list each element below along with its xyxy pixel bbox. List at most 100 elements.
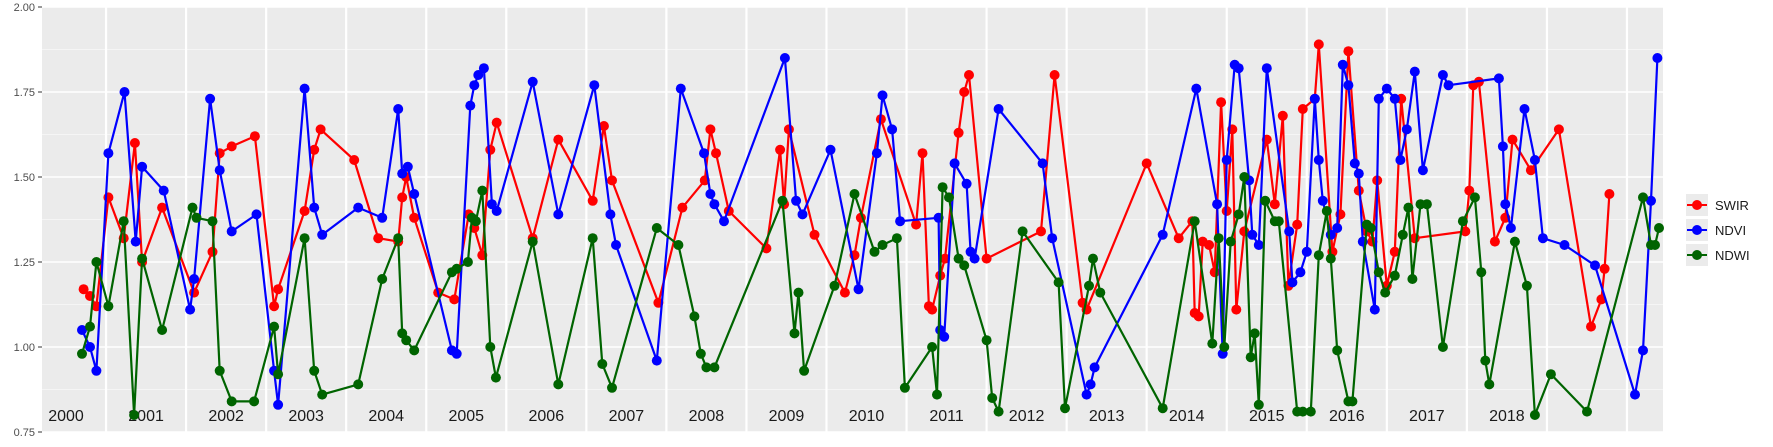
data-point-swir — [249, 131, 260, 142]
data-point-swir — [981, 253, 992, 264]
data-point-ndwi — [1365, 223, 1376, 233]
data-point-swir — [78, 284, 89, 295]
year-label: 2006 — [529, 408, 565, 425]
data-point-swir — [397, 192, 408, 203]
data-point-ndvi — [605, 209, 616, 220]
data-point-ndvi — [317, 229, 328, 240]
data-point-ndvi — [1332, 223, 1343, 233]
data-point-ndvi — [397, 168, 408, 179]
data-point-ndvi — [1646, 195, 1656, 206]
data-point-ndwi — [1053, 277, 1064, 288]
data-point-ndwi — [1509, 236, 1520, 247]
data-point-ndwi — [191, 212, 202, 223]
legend-key-point — [1692, 250, 1702, 260]
data-point-ndvi — [189, 274, 200, 284]
data-point-ndwi — [226, 396, 237, 407]
data-point-swir — [299, 206, 310, 216]
data-point-ndvi — [1381, 83, 1392, 94]
data-point-ndvi — [895, 216, 906, 227]
data-point-ndwi — [273, 369, 284, 380]
data-point-ndvi — [1652, 53, 1663, 63]
data-point-ndvi — [887, 124, 898, 135]
year-label: 2015 — [1249, 408, 1285, 425]
data-point-swir — [1507, 134, 1518, 145]
data-point-ndvi — [1349, 158, 1360, 169]
data-point-ndvi — [1373, 93, 1384, 104]
data-point-swir — [1343, 46, 1354, 57]
year-label: 2016 — [1329, 408, 1365, 425]
y-tick-label: 1.25 — [14, 257, 35, 269]
data-point-ndwi — [1249, 328, 1260, 339]
year-label: 2009 — [769, 408, 805, 425]
data-point-ndwi — [1469, 192, 1480, 203]
data-point-ndwi — [891, 233, 902, 244]
data-point-ndwi — [1545, 369, 1556, 380]
data-point-swir — [485, 144, 496, 155]
data-point-ndwi — [937, 182, 948, 193]
data-point-ndwi — [1239, 172, 1250, 182]
data-point-ndvi — [299, 83, 310, 94]
data-point-swir — [1297, 104, 1308, 114]
data-point-swir — [1604, 189, 1615, 199]
data-point-ndwi — [118, 216, 129, 227]
data-point-ndwi — [187, 202, 198, 213]
data-point-ndvi — [377, 212, 388, 223]
data-point-ndvi — [1417, 165, 1428, 176]
data-point-swir — [964, 70, 974, 80]
data-point-ndvi — [478, 63, 489, 74]
data-point-swir — [1586, 321, 1596, 332]
data-point-ndwi — [1225, 236, 1236, 247]
data-point-ndwi — [1654, 223, 1664, 233]
year-label: 2012 — [1009, 408, 1045, 425]
data-point-ndvi — [402, 161, 413, 172]
data-point-swir — [1231, 304, 1242, 315]
data-point-ndwi — [1476, 267, 1487, 278]
data-point-ndvi — [185, 304, 196, 315]
year-label: 2017 — [1409, 408, 1445, 425]
data-point-ndvi — [1343, 80, 1354, 91]
year-label: 2005 — [448, 408, 484, 425]
data-point-ndwi — [214, 365, 225, 376]
data-point-ndvi — [273, 399, 284, 410]
y-tick-label: 1.00 — [14, 342, 35, 354]
data-point-ndwi — [137, 253, 148, 264]
data-point-ndwi — [1233, 209, 1244, 220]
data-point-swir — [449, 294, 460, 305]
data-point-swir — [157, 202, 168, 213]
data-point-ndvi — [651, 355, 662, 366]
data-point-swir — [927, 304, 938, 315]
data-point-ndvi — [853, 284, 864, 295]
data-point-ndwi — [1650, 240, 1660, 250]
year-label: 2000 — [48, 408, 84, 425]
data-point-ndvi — [1353, 168, 1364, 179]
data-point-ndwi — [1017, 226, 1028, 237]
data-point-ndwi — [1582, 406, 1592, 417]
data-point-ndvi — [709, 199, 720, 210]
data-point-ndwi — [587, 233, 598, 244]
data-point-ndvi — [451, 348, 462, 359]
data-point-ndwi — [1297, 406, 1308, 417]
data-point-swir — [1292, 219, 1303, 230]
data-point-swir — [129, 138, 140, 148]
data-point-ndwi — [85, 321, 95, 332]
data-point-ndvi — [214, 165, 225, 176]
data-point-ndvi — [797, 209, 808, 220]
data-point-swir — [711, 148, 721, 159]
data-point-ndwi — [1437, 342, 1448, 352]
data-point-swir — [775, 144, 786, 155]
data-point-ndwi — [899, 382, 910, 393]
data-point-ndwi — [1157, 403, 1168, 414]
data-point-ndvi — [1389, 93, 1400, 104]
data-point-ndvi — [1537, 233, 1548, 244]
data-point-ndvi — [393, 104, 404, 114]
data-point-ndvi — [1089, 362, 1100, 373]
data-point-ndwi — [299, 233, 310, 244]
data-point-swir — [839, 287, 850, 298]
data-point-ndvi — [473, 70, 484, 80]
data-point-ndwi — [451, 263, 462, 274]
data-point-ndvi — [1295, 267, 1306, 278]
data-point-ndvi — [791, 195, 802, 206]
data-point-ndwi — [1084, 280, 1094, 291]
data-point-ndvi — [1409, 66, 1420, 77]
